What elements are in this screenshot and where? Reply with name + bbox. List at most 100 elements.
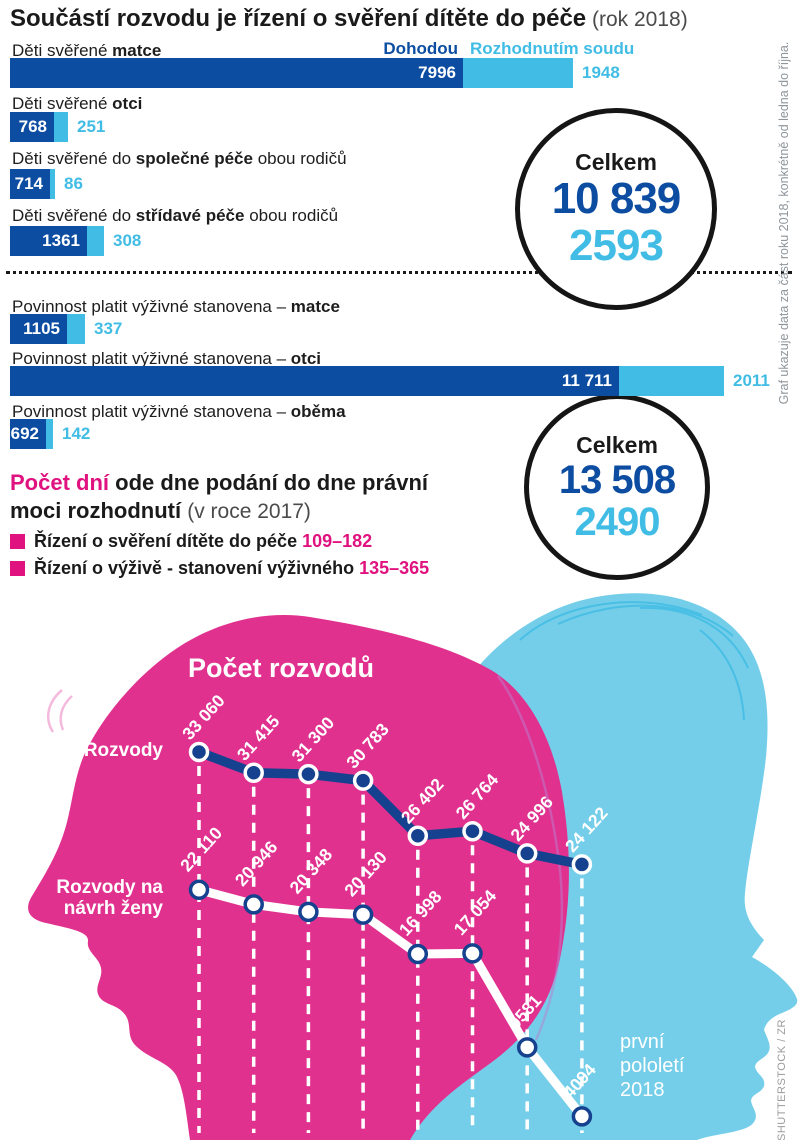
- pink-square-bullet-icon: [10, 561, 25, 576]
- data-point: [407, 943, 429, 965]
- page-title-text: Součástí rozvodu je řízení o svěření dít…: [10, 5, 587, 32]
- bar-row-label: Povinnost platit výživné stanovena – obě…: [12, 402, 346, 421]
- custody-total-caption: Celkem: [575, 149, 657, 176]
- days-heading-line2: moci rozhodnutí (v roce 2017): [10, 498, 311, 524]
- bar-value-agreement: 11 711: [561, 371, 612, 390]
- guide-lines-group: [197, 766, 584, 1133]
- legend-agreement-label: Dohodou: [383, 39, 458, 58]
- bar-segment-court: [54, 112, 68, 142]
- bar-segment-agreement: 692: [10, 419, 46, 449]
- data-point: [571, 1106, 593, 1127]
- page-title-note: (rok 2018): [586, 8, 688, 31]
- alimony-total-caption: Celkem: [576, 431, 658, 458]
- bar-row: 768 251: [10, 112, 105, 142]
- bar-value-court: 251: [77, 117, 106, 136]
- days-item-custody-text: Řízení o svěření dítěte do péče: [34, 531, 298, 551]
- bar-row: 7996 1948: [10, 58, 620, 88]
- data-point: [462, 943, 483, 964]
- bar-segment-court: [67, 314, 85, 344]
- bar-segment-agreement: 768: [10, 112, 54, 142]
- bar-row-label: Děti svěřené do střídavé péče obou rodič…: [12, 206, 339, 225]
- custody-total-circle: Celkem 10 839 2593: [515, 108, 717, 310]
- alimony-total-circle: Celkem 13 508 2490: [524, 394, 710, 580]
- days-item-alimony-range: 135–365: [359, 558, 430, 578]
- bar-value-agreement: 714: [14, 174, 43, 193]
- annotation-line: pololetí: [620, 1055, 685, 1077]
- custody-total-agreement: 10 839: [551, 174, 682, 224]
- pink-square-bullet-icon: [10, 534, 25, 549]
- bar-row-label: Děti svěřené matce: [12, 41, 162, 60]
- days-heading-note: (v roce 2017): [187, 500, 311, 523]
- dotted-separator: [6, 271, 792, 274]
- bar-value-agreement: 692: [10, 424, 39, 443]
- days-item-alimony: Řízení o výživě - stanovení výživného 13…: [10, 558, 429, 579]
- data-point: [352, 904, 374, 925]
- bar-value-court: 142: [62, 424, 91, 443]
- data-point: [298, 763, 319, 785]
- bar-segment-agreement: 7996: [10, 58, 463, 88]
- bar-row: 1105 337: [10, 314, 122, 344]
- legend-court-label: Rozhodnutím soudu: [470, 39, 635, 58]
- data-point: [516, 1037, 538, 1058]
- series2-name-line: návrh ženy: [64, 898, 164, 919]
- bar-segment-court: [87, 226, 104, 256]
- woman-head-silhouette: [28, 614, 569, 1140]
- bar-value-court: 308: [113, 231, 142, 250]
- custody-total-court: 2593: [569, 220, 664, 270]
- bar-row-label: Děti svěřené do společné péče obou rodič…: [12, 149, 347, 168]
- bar-segment-court: [463, 58, 573, 88]
- series1-name-label: Rozvody: [84, 740, 164, 761]
- series-divorces-group: [188, 741, 593, 875]
- days-heading-bold: moci rozhodnutí: [10, 498, 188, 523]
- data-point: [462, 820, 483, 842]
- data-point: [243, 894, 264, 915]
- days-heading-rest: ode dne podání do dne právní: [109, 470, 429, 495]
- bar-segment-court: [46, 419, 53, 449]
- head-boundary-streak: [496, 675, 564, 1041]
- annotation-line: první: [620, 1031, 665, 1053]
- data-point: [298, 901, 319, 923]
- bar-segment-agreement: 1361: [10, 226, 87, 256]
- bar-value-court: 337: [94, 319, 123, 338]
- days-item-alimony-text: Řízení o výživě - stanovení výživného: [34, 558, 355, 578]
- bar-segment-court: [619, 366, 724, 396]
- man-hair-strokes: [519, 601, 749, 721]
- page-title: Součástí rozvodu je řízení o svěření dít…: [10, 5, 688, 33]
- bar-segment-agreement: 1105: [10, 314, 67, 344]
- days-heading-line1: Počet dní ode dne podání do dne právní: [10, 470, 428, 496]
- days-item-custody-range: 109–182: [302, 531, 373, 551]
- bar-segment-court: [50, 169, 55, 199]
- data-point: [188, 879, 210, 900]
- data-point: [516, 843, 538, 864]
- days-heading-accent: Počet dní: [10, 470, 110, 495]
- bar-value-court: 86: [64, 174, 83, 193]
- bar-value-court: 2011: [733, 371, 770, 390]
- data-point: [352, 770, 374, 791]
- alimony-total-agreement: 13 508: [558, 457, 676, 502]
- bar-value-agreement: 768: [18, 117, 47, 136]
- figure-title: Počet rozvodů: [188, 653, 374, 683]
- side-caption: Graf ukazuje data za část roku 2018, kon…: [777, 41, 791, 405]
- bar-segment-agreement: 11 711: [10, 366, 619, 396]
- data-point: [571, 854, 593, 875]
- bar-row-label: Děti svěřené otci: [12, 94, 143, 113]
- bar-segment-agreement: 714: [10, 169, 50, 199]
- series2-name-line: Rozvody na: [56, 877, 163, 898]
- bar-value-agreement: 7996: [418, 63, 456, 82]
- bar-row: 1361 308: [10, 226, 141, 256]
- data-point: [188, 741, 210, 763]
- data-point: [243, 762, 264, 783]
- days-item-custody: Řízení o svěření dítěte do péče 109–182: [10, 531, 372, 552]
- bar-value-agreement: 1361: [42, 231, 80, 250]
- alimony-total-court: 2490: [574, 499, 661, 544]
- bar-row: 714 86: [10, 169, 83, 199]
- bar-row: 692 142: [10, 419, 90, 449]
- data-point: [407, 825, 429, 846]
- annotation-line: 2018: [620, 1079, 665, 1101]
- bar-value-court: 1948: [582, 63, 620, 82]
- bar-row-label: Povinnost platit výživné stanovena – otc…: [12, 349, 322, 368]
- bar-row: 11 711 2011: [10, 366, 770, 396]
